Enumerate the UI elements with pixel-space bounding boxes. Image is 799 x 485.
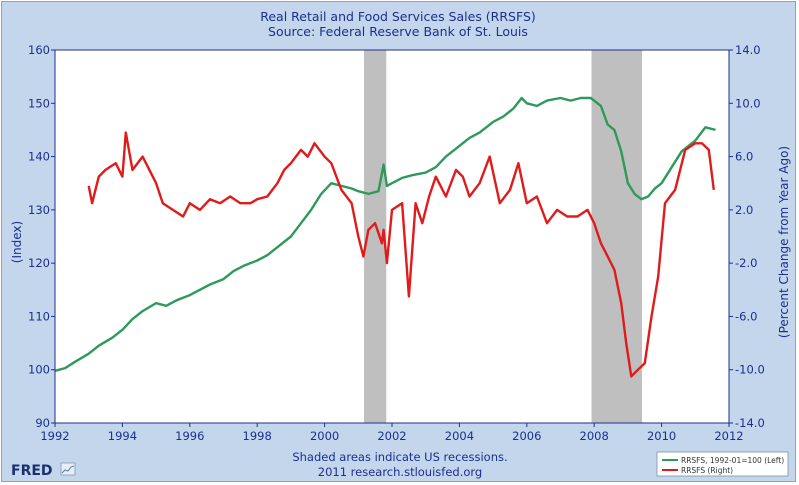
y-right-tick-label: -10.0 <box>735 363 765 377</box>
x-tick-label: 1992 <box>40 429 69 443</box>
y-right-tick-label: 6.0 <box>735 150 753 164</box>
x-tick-label: 1996 <box>175 429 204 443</box>
fred-logo-line-icon <box>61 465 75 474</box>
chart-subtitle: Source: Federal Reserve Bank of St. Loui… <box>268 24 528 39</box>
y-left-tick-label: 130 <box>28 203 50 217</box>
fred-logo: FRED <box>11 462 76 479</box>
y-left-tick-label: 140 <box>28 150 50 164</box>
x-tick-label: 2004 <box>445 429 474 443</box>
x-tick-label: 2006 <box>512 429 541 443</box>
x-tick-label: 2000 <box>310 429 339 443</box>
y-left-tick-label: 110 <box>28 309 50 323</box>
series-line-left <box>54 96 716 372</box>
recession-bands <box>364 50 643 423</box>
y-right-tick-label: -6.0 <box>735 309 757 323</box>
y-left-tick-label: 120 <box>28 256 50 270</box>
y-right-tick-label: 10.0 <box>735 96 761 110</box>
legend-label-left: RRSFS, 1992-01=100 (Left) <box>681 456 784 465</box>
y-axis-label-left: (Index) <box>10 221 24 263</box>
series-line-right <box>87 131 715 378</box>
chart-title: Real Retail and Food Services Sales (RRS… <box>260 9 536 24</box>
y-left-tick-label: 100 <box>28 363 50 377</box>
axes: 1992 1994 1996 1998 2000 2002 2004 2006 2008 2010… <box>28 43 765 443</box>
y-left-tick-label: 90 <box>35 416 50 430</box>
footer-note-recessions: Shaded areas indicate US recessions. <box>292 450 507 464</box>
legend-box <box>656 451 789 477</box>
recession-band-2 <box>591 50 643 423</box>
x-tick-label: 2002 <box>377 429 406 443</box>
legend-label-right: RRSFS (Right) <box>681 466 733 475</box>
recession-band-1 <box>364 50 387 423</box>
legend: RRSFS, 1992-01=100 (Left) RRSFS (Right) <box>656 451 789 477</box>
y-right-tick-label: -2.0 <box>735 256 757 270</box>
series-lines <box>54 96 716 378</box>
y-right-tick-label: 2.0 <box>735 203 753 217</box>
fred-logo-text: FRED <box>11 463 53 479</box>
y-left-tick-label: 150 <box>28 96 50 110</box>
x-tick-label: 2008 <box>580 429 609 443</box>
y-axis-label-right: (Percent Change from Year Ago) <box>777 146 791 338</box>
x-tick-label: 1998 <box>243 429 272 443</box>
x-tick-label: 1994 <box>108 429 137 443</box>
y-left-tick-label: 160 <box>28 43 50 57</box>
footer-note-source: 2011 research.stlouisfed.org <box>318 465 482 479</box>
x-tick-label: 2012 <box>714 429 743 443</box>
x-tick-label: 2010 <box>647 429 676 443</box>
y-right-tick-label: 14.0 <box>735 43 761 57</box>
y-right-tick-label: -14.0 <box>735 416 765 430</box>
fred-logo-chart-icon <box>60 462 76 476</box>
